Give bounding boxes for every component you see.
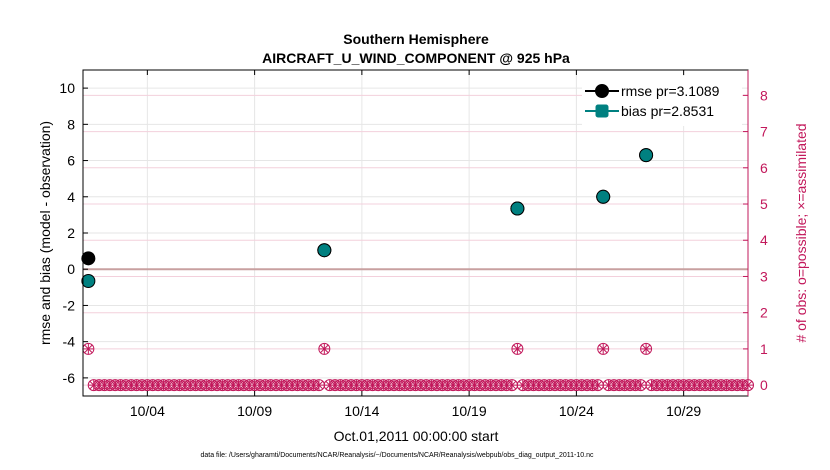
obs-count-zero-point	[312, 379, 325, 392]
chart-subtitle: AIRCRAFT_U_WIND_COMPONENT @ 925 hPa	[262, 50, 570, 66]
bias-point	[510, 201, 525, 216]
y-tick-label: 8	[67, 116, 75, 132]
bias-point	[317, 243, 332, 258]
legend-bias-marker	[595, 104, 609, 118]
y-tick-label-right: 8	[760, 87, 768, 103]
y-tick-label: 4	[67, 189, 75, 205]
legend-box	[582, 76, 742, 126]
series-layer	[81, 148, 654, 288]
y-axis-label-right: # of obs: o=possible; ×=assimilated	[793, 123, 809, 342]
y-tick-label: -6	[63, 370, 76, 386]
x-tick-label: 10/04	[130, 403, 165, 419]
legend-rmse-marker	[595, 84, 609, 98]
legend-bias-label: bias pr=2.8531	[621, 103, 714, 119]
obs-circle	[511, 342, 524, 355]
y-tick-label-right: 5	[760, 196, 768, 212]
footnote: data file: /Users/gharamti/Documents/NCA…	[200, 452, 594, 459]
obs-count-point	[318, 342, 331, 355]
rmse-point	[81, 251, 96, 266]
y-tick-label-right: 1	[760, 341, 768, 357]
obs-circle	[640, 342, 653, 355]
y-tick-label: -2	[63, 297, 76, 313]
y-tick-label: 0	[67, 261, 75, 277]
y-tick-label: 6	[67, 153, 75, 169]
y-tick-label-right: 3	[760, 268, 768, 284]
obs-count-point	[597, 342, 610, 355]
legend-rmse-label: rmse pr=3.1089	[621, 83, 720, 99]
chart-title: Southern Hemisphere	[343, 31, 489, 47]
x-tick-label: 10/29	[666, 403, 701, 419]
y-tick-label-right: 2	[760, 305, 768, 321]
y-axis-label: rmse and bias (model - observation)	[37, 121, 53, 345]
bias-point	[596, 189, 611, 204]
y-tick-label-right: 4	[760, 232, 768, 248]
obs-count-layer	[82, 342, 754, 392]
y-tick-label-right: 0	[760, 377, 768, 393]
y-tick-label: 2	[67, 225, 75, 241]
obs-count-zero-point	[634, 379, 647, 392]
obs-circle	[318, 342, 331, 355]
legend: rmse pr=3.1089 bias pr=2.8531	[582, 76, 742, 126]
bias-point	[81, 273, 96, 288]
y-tick-label: -4	[63, 334, 76, 350]
obs-count-point	[640, 342, 653, 355]
bias-point	[639, 148, 654, 163]
x-tick-label: 10/14	[344, 403, 379, 419]
obs-count-point	[82, 342, 95, 355]
x-tick-label: 10/09	[237, 403, 272, 419]
axes-layer: 10/04 10/09 10/14 10/19 10/24 10/29 -6 -4 -2 0 2 4 6…	[59, 70, 768, 419]
obs-count-point	[511, 342, 524, 355]
y-tick-label-right: 7	[760, 124, 768, 140]
x-tick-label: 10/19	[452, 403, 487, 419]
obs-count-zero-point	[506, 379, 519, 392]
y-tick-label-right: 6	[760, 160, 768, 176]
obs-count-zero-point	[591, 379, 604, 392]
x-axis-label: Oct.01,2011 00:00:00 start	[334, 428, 499, 444]
x-tick-label: 10/24	[559, 403, 594, 419]
y-tick-label: 10	[59, 80, 75, 96]
obs-circle	[597, 342, 610, 355]
